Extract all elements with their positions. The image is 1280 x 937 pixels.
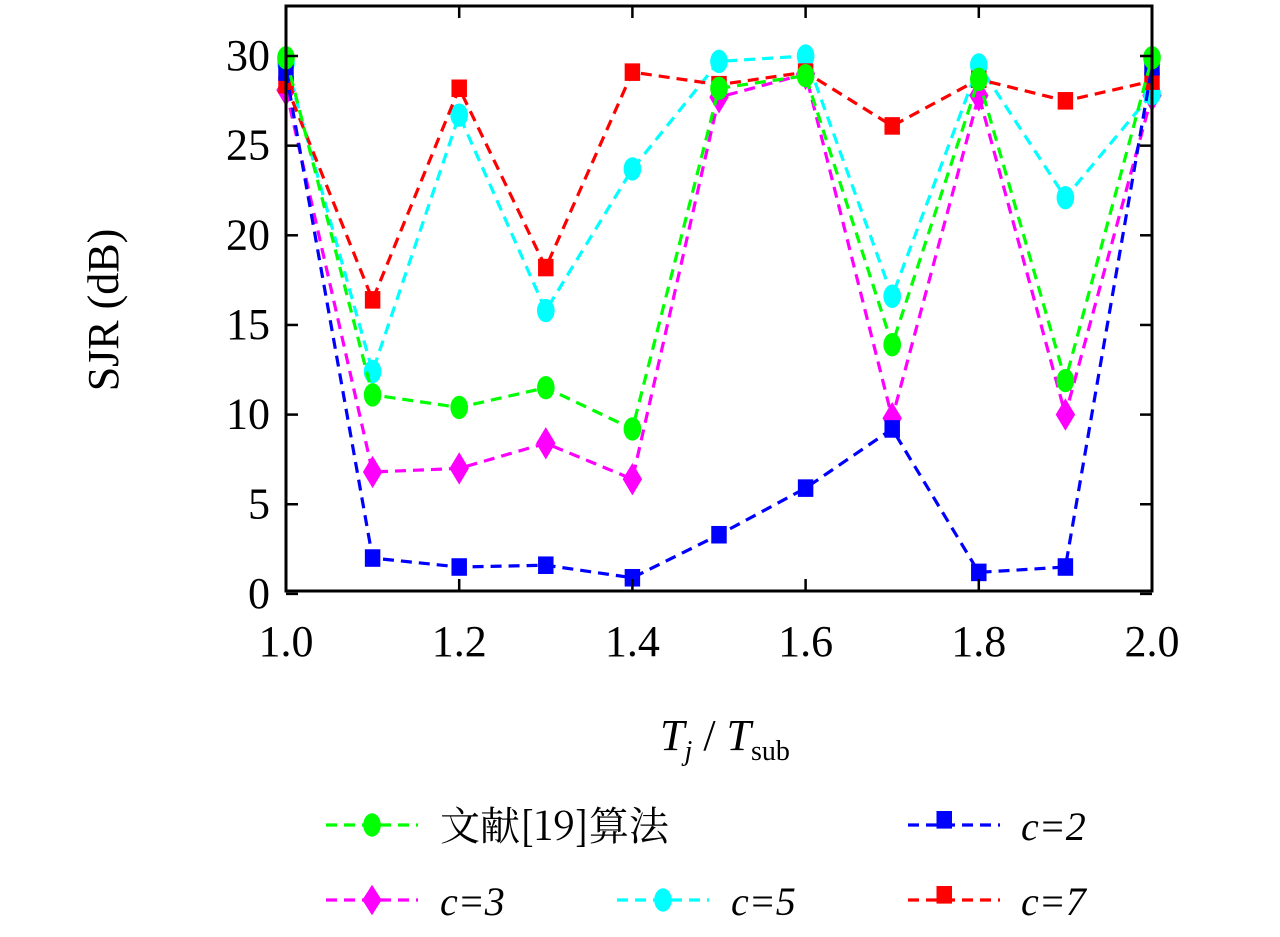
svg-text:c=5: c=5	[731, 879, 796, 924]
svg-text:10: 10	[226, 390, 270, 439]
svg-text:Tj / Tsub: Tj / Tsub	[660, 711, 790, 767]
svg-text:1.4: 1.4	[605, 617, 660, 666]
svg-text:1.0: 1.0	[259, 617, 314, 666]
svg-text:1.8: 1.8	[951, 617, 1006, 666]
svg-text:2.0: 2.0	[1125, 617, 1180, 666]
svg-text:25: 25	[226, 121, 270, 170]
svg-text:5: 5	[248, 479, 270, 528]
svg-text:0: 0	[248, 569, 270, 618]
svg-text:1.6: 1.6	[778, 617, 833, 666]
svg-text:c=2: c=2	[1021, 804, 1086, 849]
svg-text:30: 30	[226, 31, 270, 80]
svg-text:1.2: 1.2	[432, 617, 487, 666]
svg-text:c=7: c=7	[1021, 879, 1088, 924]
svg-text:20: 20	[226, 210, 270, 259]
svg-text:c=3: c=3	[440, 879, 505, 924]
svg-text:15: 15	[226, 300, 270, 349]
svg-text:文献[19]算法: 文献[19]算法	[440, 795, 670, 852]
svg-text:SJR (dB): SJR (dB)	[79, 229, 128, 392]
